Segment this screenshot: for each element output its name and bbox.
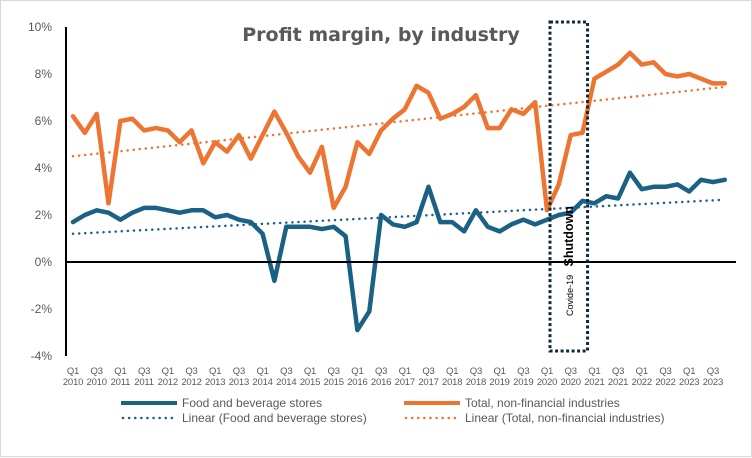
- trend-lines: [71, 85, 726, 236]
- x-tick-label: Q1 2022: [632, 366, 652, 388]
- legend-label-total-trend: Linear (Total, non-financial industries): [465, 411, 664, 425]
- x-tick-label: Q3 2016: [371, 366, 391, 388]
- x-tick-label: Q3 2018: [466, 366, 486, 388]
- series-lines: [70, 50, 728, 333]
- x-tick-label: Q3 2017: [418, 366, 438, 388]
- covid-label-small: Covide-19: [565, 275, 575, 316]
- x-tick-label: Q3 2013: [229, 366, 249, 388]
- y-tick-label: 0%: [35, 255, 53, 269]
- legend-item-food[interactable]: Food and beverage stores: [121, 396, 322, 410]
- covid-label-big: Shutdown: [562, 206, 576, 266]
- legend: Food and beverage stores Total, non-fina…: [121, 396, 664, 425]
- x-tick-label: Q3 2015: [324, 366, 344, 388]
- x-tick-label: Q3 2021: [608, 366, 628, 388]
- y-tick-label: 2%: [35, 208, 53, 222]
- x-tick-label: Q1 2014: [252, 366, 272, 388]
- x-tick-label: Q1 2019: [489, 366, 509, 388]
- x-tick-label: Q3 2010: [87, 366, 107, 388]
- covid-shutdown-box: [548, 20, 590, 353]
- covid-shutdown-annotation: Covide-19 Shutdown: [548, 20, 590, 353]
- legend-item-total[interactable]: Total, non-financial industries: [404, 396, 620, 410]
- y-tick-label: 4%: [35, 161, 53, 175]
- trend-line-total-non-financial-industries: [71, 85, 726, 158]
- x-tick-label: Q3 2012: [181, 366, 201, 388]
- x-tick-label: Q1 2012: [158, 366, 178, 388]
- legend-label-total: Total, non-financial industries: [465, 396, 620, 410]
- x-tick-label: Q3 2020: [561, 366, 581, 388]
- y-tick-label: 10%: [28, 20, 52, 34]
- y-tick-label: -2%: [31, 302, 53, 316]
- x-tick-label: Q1 2017: [395, 366, 415, 388]
- x-tick-label: Q1 2018: [442, 366, 462, 388]
- chart-title: Profit margin, by industry: [242, 24, 520, 46]
- x-tick-label: Q1 2015: [300, 366, 320, 388]
- x-tick-label: Q1 2013: [205, 366, 225, 388]
- series-line-total-non-financial-industries: [70, 50, 728, 213]
- x-tick-label: Q1 2023: [679, 366, 699, 388]
- x-tick-label: Q3 2019: [513, 366, 533, 388]
- x-tick-label: Q3 2011: [134, 366, 154, 388]
- x-tick-label: Q1 2020: [537, 366, 557, 388]
- x-tick-label: Q1 2011: [111, 366, 131, 388]
- trend-line-food-and-beverage-stores: [71, 198, 726, 236]
- legend-label-food-trend: Linear (Food and beverage stores): [182, 411, 367, 425]
- x-tick-label: Q1 2010: [63, 366, 83, 388]
- y-axis-ticks: 10% 8% 6% 4% 2% 0% -2% -4%: [28, 20, 52, 363]
- legend-label-food: Food and beverage stores: [182, 396, 322, 410]
- legend-item-total-trend[interactable]: Linear (Total, non-financial industries): [404, 411, 664, 425]
- x-tick-label: Q3 2014: [276, 366, 296, 388]
- x-tick-label: Q3 2022: [655, 366, 675, 388]
- y-tick-label: -4%: [31, 349, 53, 363]
- covid-shutdown-label: Covide-19 Shutdown: [560, 206, 577, 316]
- x-tick-label: Q1 2016: [347, 366, 367, 388]
- y-tick-label: 6%: [35, 114, 53, 128]
- x-tick-label: Q3 2023: [703, 366, 723, 388]
- x-tick-label: Q1 2021: [584, 366, 604, 388]
- y-tick-label: 8%: [35, 67, 53, 81]
- legend-item-food-trend[interactable]: Linear (Food and beverage stores): [121, 411, 367, 425]
- series-line-food-and-beverage-stores: [70, 170, 728, 333]
